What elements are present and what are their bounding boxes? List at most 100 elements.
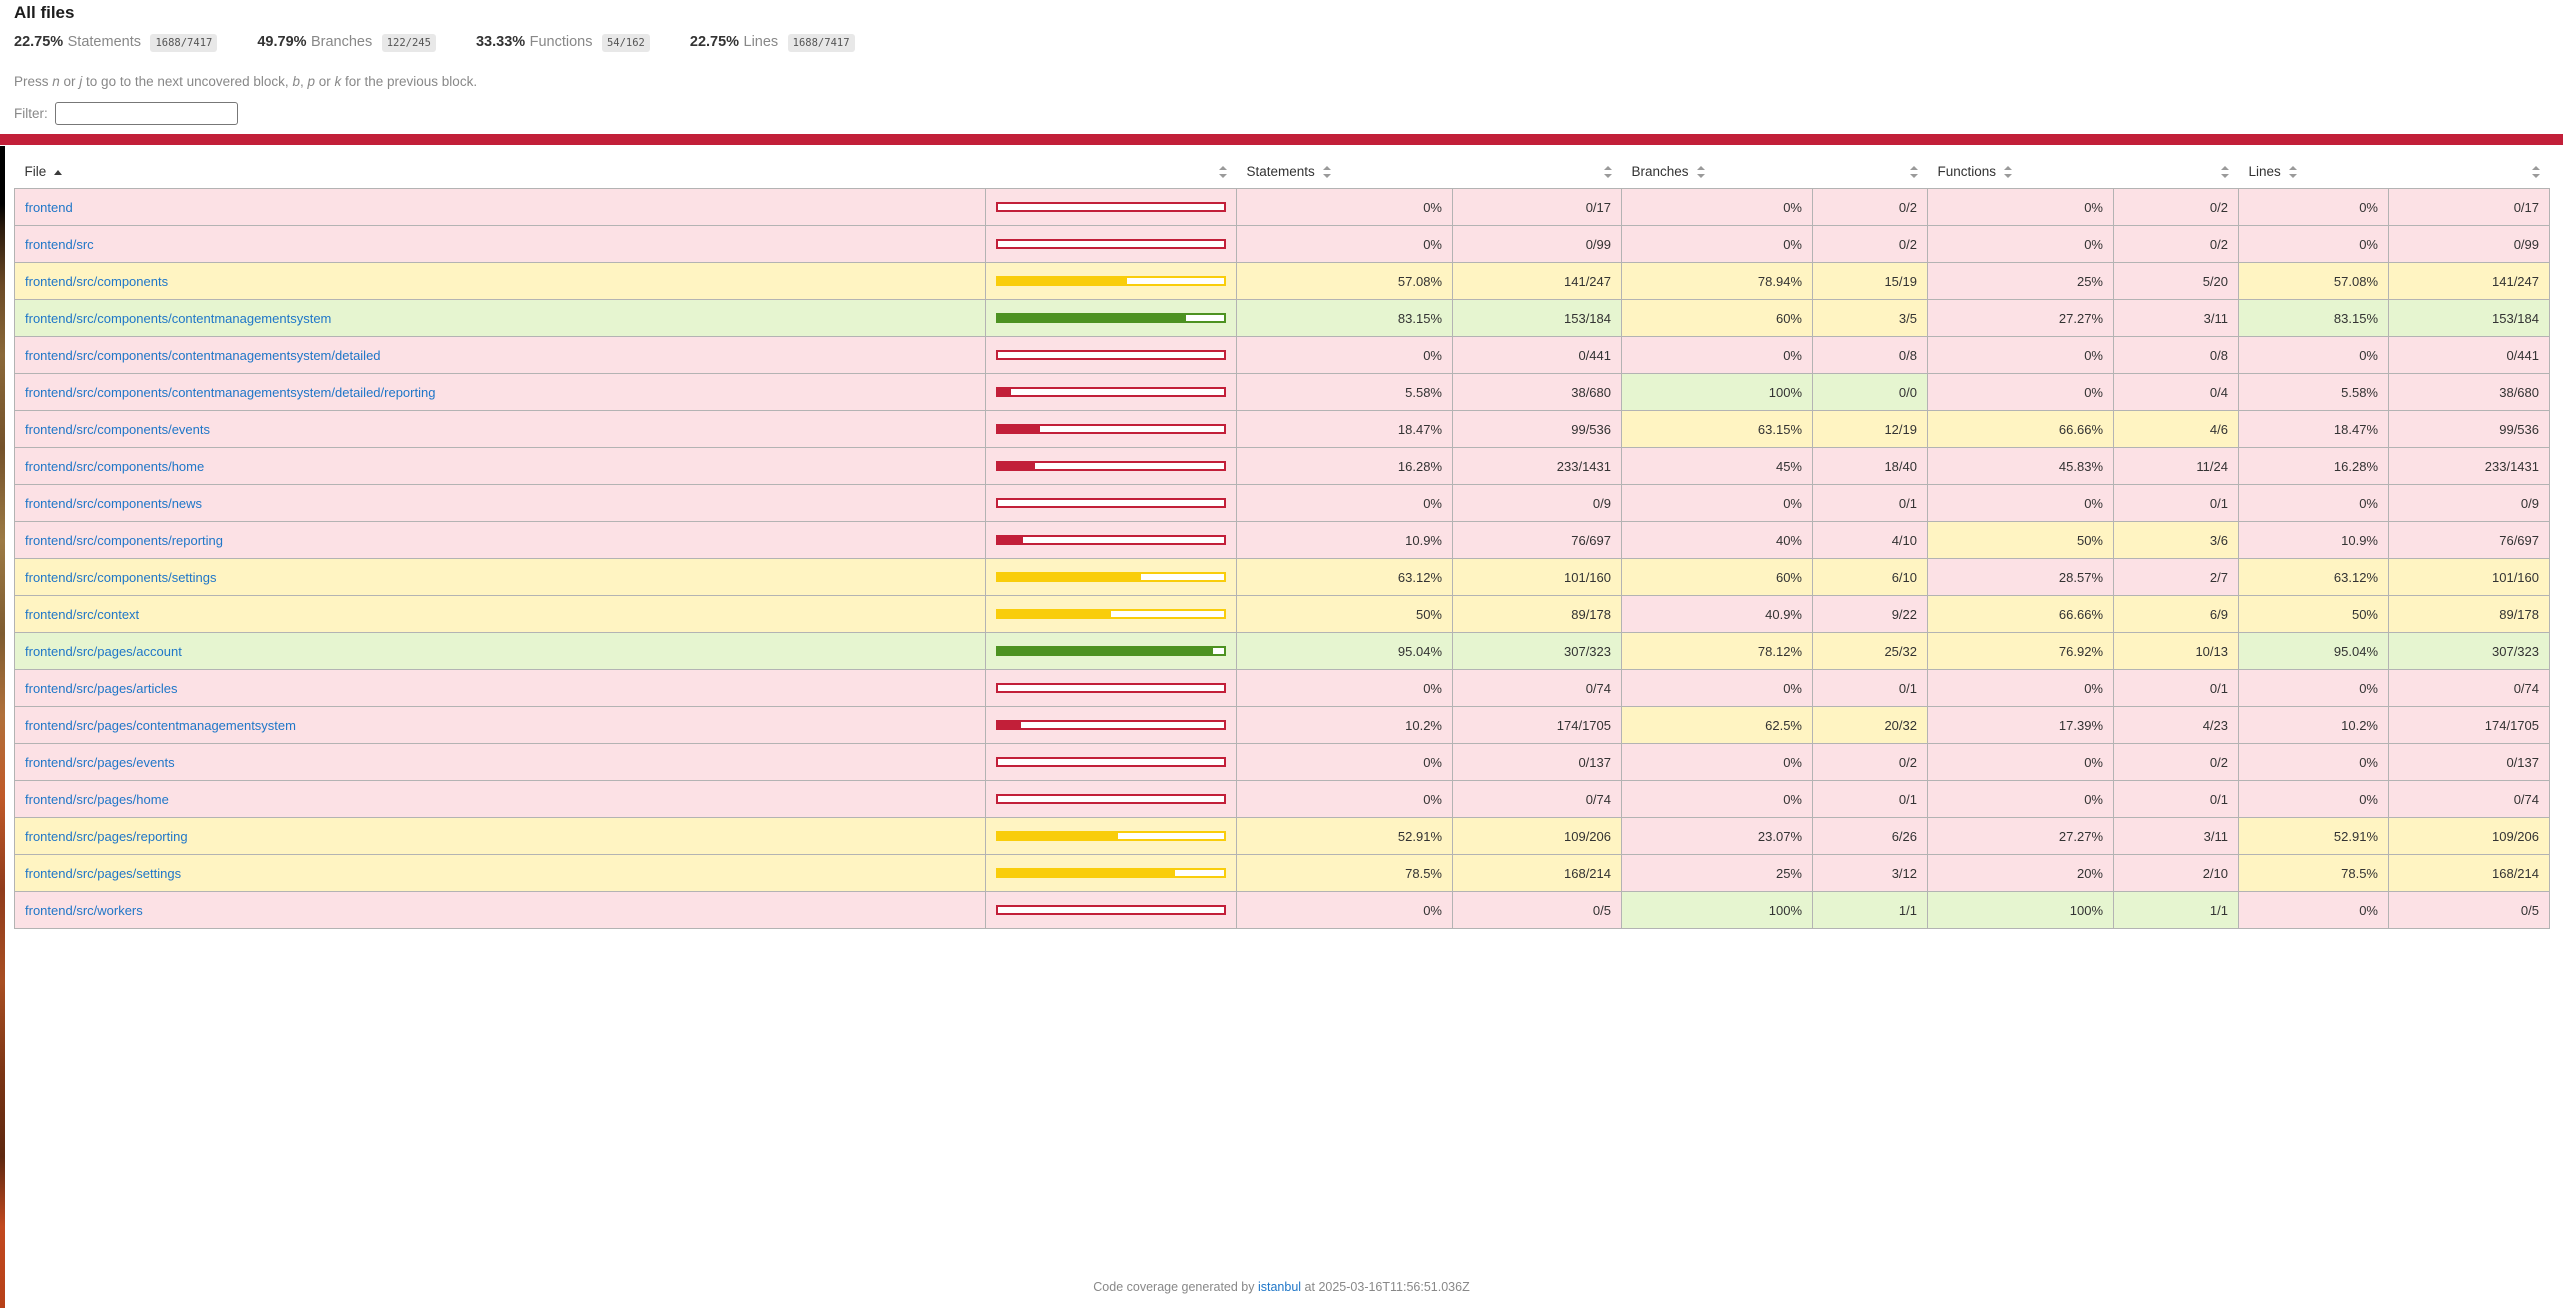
branches-raw-cell: 0/1	[1812, 669, 1928, 707]
coverage-table-body: frontend 0% 0/17 0% 0/2 0% 0/2 0% 0/17 frontend/s…	[14, 188, 2550, 929]
file-link[interactable]: frontend/src/components/contentmanagemen…	[25, 384, 436, 400]
status-line	[0, 134, 2563, 145]
column-header-file[interactable]: File	[15, 155, 986, 189]
coverage-bar	[996, 535, 1226, 545]
file-link[interactable]: frontend/src/components/contentmanagemen…	[25, 347, 381, 363]
file-link[interactable]: frontend	[25, 199, 73, 215]
branches-pct-cell: 40%	[1621, 521, 1813, 559]
statements-raw-cell: 0/5	[1452, 891, 1622, 929]
file-link[interactable]: frontend/src/components/reporting	[25, 532, 223, 548]
column-header-statements[interactable]: Statements	[1237, 155, 1453, 189]
file-link[interactable]: frontend/src/pages/settings	[25, 865, 182, 881]
column-header-branches-raw[interactable]	[1813, 155, 1928, 189]
functions-pct-cell: 0%	[1927, 669, 2114, 707]
column-header-statements-raw[interactable]	[1453, 155, 1622, 189]
table-row: frontend/src/components/events 18.47% 99/5…	[14, 410, 2550, 448]
lines-raw-cell: 38/680	[2388, 373, 2550, 411]
chart-cell	[985, 447, 1237, 485]
file-link[interactable]: frontend/src/pages/events	[25, 754, 175, 770]
filter-input[interactable]	[54, 102, 238, 125]
column-header-functions-raw[interactable]	[2114, 155, 2239, 189]
lines-pct-cell: 16.28%	[2238, 447, 2389, 485]
chart-cell	[985, 521, 1237, 559]
functions-pct-cell: 50%	[1927, 521, 2114, 559]
file-cell: frontend/src/components/contentmanagemen…	[14, 299, 986, 337]
sorter-icon	[2288, 166, 2297, 179]
functions-pct-cell: 45.83%	[1927, 447, 2114, 485]
file-link[interactable]: frontend/src/workers	[25, 902, 143, 918]
file-cell: frontend	[14, 188, 986, 226]
lines-raw-cell: 141/247	[2388, 262, 2550, 300]
file-link[interactable]: frontend/src/components/events	[25, 421, 210, 437]
column-header-branches[interactable]: Branches	[1622, 155, 1813, 189]
statements-pct-cell: 0%	[1236, 780, 1453, 818]
branches-pct: 49.79%	[257, 34, 307, 50]
statements-raw-cell: 0/74	[1452, 780, 1622, 818]
lines-raw-cell: 101/160	[2388, 558, 2550, 596]
table-row: frontend/src/pages/account 95.04% 307/323 7…	[14, 632, 2550, 670]
lines-pct-cell: 95.04%	[2238, 632, 2389, 670]
file-link[interactable]: frontend/src/pages/account	[25, 643, 182, 659]
file-link[interactable]: frontend/src/components	[25, 273, 169, 289]
file-header-label: File	[24, 164, 47, 179]
statements-pct-cell: 0%	[1236, 743, 1453, 781]
table-row: frontend/src/components/news 0% 0/9 0% 0/1 0%…	[14, 484, 2550, 522]
statements-pct-cell: 0%	[1236, 484, 1453, 522]
file-link[interactable]: frontend/src	[25, 236, 94, 252]
lines-raw-cell: 168/214	[2388, 854, 2550, 892]
branches-pct-cell: 78.94%	[1621, 262, 1813, 300]
branches-raw-cell: 1/1	[1812, 891, 1928, 929]
statements-raw-cell: 307/323	[1452, 632, 1622, 670]
table-row: frontend/src/workers 0% 0/5 100% 1/1 100% 1/1 0…	[14, 891, 2550, 929]
branches-pct-cell: 78.12%	[1621, 632, 1813, 670]
column-header-chart[interactable]	[986, 155, 1237, 189]
branches-raw-cell: 0/2	[1812, 225, 1928, 263]
keyboard-hint: Press n or j to go to the next uncovered…	[14, 74, 478, 89]
chart-cell	[985, 410, 1237, 448]
lines-raw-cell: 99/536	[2388, 410, 2550, 448]
coverage-bar	[996, 461, 1226, 471]
column-header-lines[interactable]: Lines	[2239, 155, 2389, 189]
lines-fraction: 1688/7417	[787, 34, 855, 52]
lines-pct-cell: 18.47%	[2238, 410, 2389, 448]
lines-pct-cell: 57.08%	[2238, 262, 2389, 300]
branches-raw-cell: 25/32	[1812, 632, 1928, 670]
file-link[interactable]: frontend/src/context	[25, 606, 140, 622]
coverage-bar	[996, 424, 1226, 434]
statements-pct-cell: 16.28%	[1236, 447, 1453, 485]
file-link[interactable]: frontend/src/pages/contentmanagementsyst…	[25, 717, 296, 733]
functions-pct-cell: 17.39%	[1927, 706, 2114, 744]
column-header-lines-raw[interactable]	[2389, 155, 2550, 189]
coverage-bar	[996, 202, 1226, 212]
table-row: frontend/src/context 50% 89/178 40.9% 9/22 66…	[14, 595, 2550, 633]
file-link[interactable]: frontend/src/components/news	[25, 495, 203, 511]
lines-label: Lines	[743, 34, 779, 50]
file-link[interactable]: frontend/src/pages/articles	[25, 680, 178, 696]
lines-pct-cell: 0%	[2238, 780, 2389, 818]
lines-header-label: Lines	[2248, 164, 2281, 179]
file-cell: frontend/src/workers	[14, 891, 986, 929]
coverage-bar-fill	[998, 537, 1023, 543]
functions-pct-cell: 0%	[1927, 188, 2114, 226]
chart-cell	[985, 262, 1237, 300]
file-cell: frontend/src/pages/events	[14, 743, 986, 781]
file-link[interactable]: frontend/src/pages/reporting	[25, 828, 188, 844]
coverage-bar-fill	[998, 833, 1118, 839]
lines-pct-cell: 0%	[2238, 669, 2389, 707]
sorter-icon	[2531, 166, 2540, 179]
branches-pct-cell: 40.9%	[1621, 595, 1813, 633]
file-link[interactable]: frontend/src/components/contentmanagemen…	[25, 310, 332, 326]
file-cell: frontend/src/pages/settings	[14, 854, 986, 892]
statements-header-label: Statements	[1246, 164, 1315, 179]
file-link[interactable]: frontend/src/pages/home	[25, 791, 169, 807]
functions-raw-cell: 3/11	[2113, 817, 2239, 855]
file-link[interactable]: frontend/src/components/settings	[25, 569, 217, 585]
functions-pct-cell: 0%	[1927, 484, 2114, 522]
file-link[interactable]: frontend/src/components/home	[25, 458, 205, 474]
functions-pct-cell: 0%	[1927, 743, 2114, 781]
istanbul-link[interactable]: istanbul	[1257, 1280, 1302, 1294]
branches-raw-cell: 9/22	[1812, 595, 1928, 633]
table-row: frontend/src/pages/reporting 52.91% 109/20…	[14, 817, 2550, 855]
column-header-functions[interactable]: Functions	[1928, 155, 2114, 189]
table-row: frontend/src/pages/articles 0% 0/74 0% 0/1 0%…	[14, 669, 2550, 707]
